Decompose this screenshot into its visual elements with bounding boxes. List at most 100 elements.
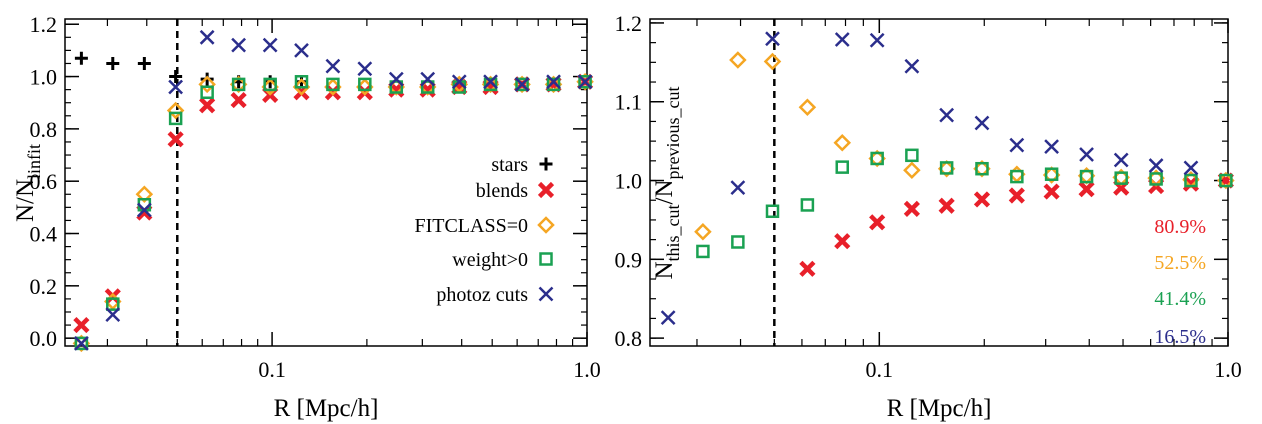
- data-point: [1219, 173, 1233, 188]
- square-mark: [1149, 172, 1163, 186]
- cross-mark: [974, 115, 990, 131]
- plus-mark: [539, 157, 553, 171]
- data-point: [731, 235, 745, 249]
- square-mark: [1219, 173, 1233, 188]
- square-mark: [578, 75, 592, 89]
- cross-mark: [420, 71, 436, 87]
- data-point: [199, 29, 215, 45]
- cross-mark: [357, 61, 373, 77]
- data-point: [546, 77, 561, 92]
- data-point: [1010, 169, 1024, 184]
- x-axis-label: R [Mpc/h]: [887, 395, 992, 422]
- data-point: [696, 244, 710, 259]
- diamond-mark: [729, 51, 747, 69]
- y-axis-label: N/Nlinfit: [12, 144, 44, 222]
- diamond-mark: [833, 133, 852, 152]
- data-point: [973, 191, 991, 208]
- data-point: [326, 77, 340, 92]
- data-point: [262, 37, 278, 53]
- data-point: [515, 77, 529, 92]
- diamond-mark: [198, 75, 216, 94]
- cross-mark: [903, 200, 920, 217]
- data-point: [74, 336, 89, 351]
- y-minor-ticks: [650, 22, 1228, 339]
- x-tick-label: 0.1: [866, 357, 894, 382]
- square-mark: [483, 77, 498, 92]
- data-point: [974, 115, 990, 131]
- x-tick-label: 1.0: [1214, 357, 1242, 382]
- data-point: [198, 75, 216, 94]
- data-point: [105, 307, 121, 322]
- cross-mark: [199, 29, 215, 45]
- data-point: [577, 74, 593, 90]
- cross-mark: [869, 214, 886, 231]
- data-point: [765, 31, 780, 47]
- cross-mark: [74, 336, 89, 351]
- cross-mark: [168, 79, 184, 95]
- data-point: [169, 70, 183, 84]
- data-point: [1113, 152, 1129, 168]
- square-mark: [546, 77, 561, 92]
- data-point: [869, 214, 886, 231]
- data-point: [939, 161, 954, 175]
- cross-mark: [834, 32, 850, 47]
- square-mark: [800, 198, 815, 212]
- diamond-mark: [763, 52, 782, 71]
- data-point: [168, 111, 183, 126]
- square-mark: [200, 85, 214, 99]
- data-point: [358, 77, 372, 92]
- data-point: [765, 204, 780, 219]
- panel-2: 0.1 1.0 0.8 0.9 1.0 1.1 1.2 R [Mpc/h] Nthis_cut/…: [615, 11, 1242, 422]
- legend-marker: [538, 286, 554, 302]
- x-minor-ticks: [696, 19, 1213, 346]
- data-point: [135, 185, 154, 204]
- y-tick-label: 0.8: [615, 326, 643, 351]
- data-point: [74, 51, 88, 65]
- square-mark: [1010, 169, 1024, 184]
- square-mark: [326, 77, 340, 92]
- data-point: [730, 180, 746, 196]
- y-axis-label: Nthis_cut/Nprevious_cut: [651, 86, 683, 279]
- square-mark: [539, 252, 553, 266]
- data-point: [833, 133, 852, 152]
- plus-mark: [169, 70, 183, 84]
- y-tick-label: 0.8: [30, 117, 58, 142]
- diamond-mark: [903, 161, 921, 180]
- data-point: [74, 336, 89, 351]
- data-point: [729, 51, 747, 69]
- cross-mark: [388, 71, 404, 87]
- cross-mark: [230, 92, 247, 109]
- x-axis-label: R [Mpc/h]: [274, 395, 379, 422]
- legend-label: stars: [491, 154, 528, 176]
- y-tick-label: 0.0: [30, 326, 58, 351]
- data-point: [168, 79, 184, 95]
- cross-mark: [231, 37, 247, 53]
- diamond-mark: [537, 216, 555, 234]
- square-mark: [1114, 171, 1128, 185]
- cross-mark: [546, 74, 561, 90]
- cross-mark: [538, 286, 554, 302]
- data-point: [1114, 171, 1128, 185]
- cross-mark: [799, 260, 816, 277]
- series-5: [74, 29, 593, 351]
- data-point: [1148, 158, 1164, 173]
- square-mark: [905, 148, 919, 163]
- x-tick-label: 1.0: [573, 357, 601, 382]
- data-point: [938, 197, 955, 214]
- data-point: [166, 101, 185, 120]
- square-mark: [1079, 169, 1094, 184]
- data-point: [483, 74, 498, 90]
- square-mark: [231, 77, 246, 92]
- y-tick-label: 1.2: [30, 12, 58, 37]
- square-mark: [835, 160, 850, 174]
- cross-mark: [1043, 183, 1060, 200]
- square-mark: [515, 77, 529, 92]
- cross-mark: [938, 197, 955, 214]
- cross-mark: [660, 310, 676, 326]
- square-mark: [294, 75, 309, 89]
- y-tick-label: 0.2: [30, 274, 58, 299]
- percent-label: 52.5%: [1154, 252, 1206, 274]
- square-mark: [74, 336, 89, 351]
- cross-mark: [904, 58, 920, 74]
- legend-marker: [539, 252, 553, 266]
